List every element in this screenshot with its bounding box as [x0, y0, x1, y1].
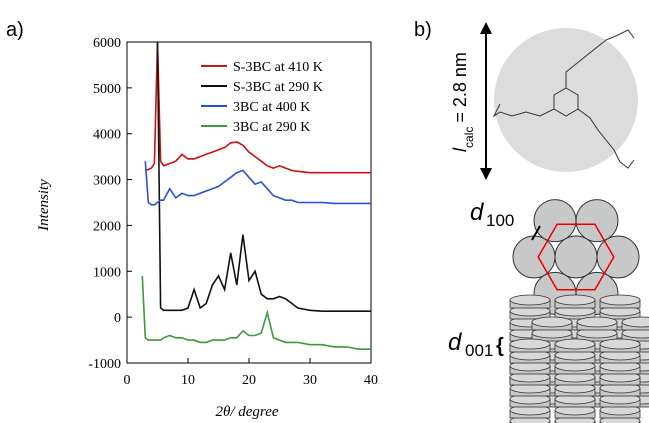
- column-stack: [509, 294, 649, 423]
- y-tick-label: 2000: [93, 219, 121, 234]
- y-tick-label: 4000: [93, 128, 121, 143]
- y-tick-label: 6000: [93, 36, 121, 51]
- d100-symbol: d: [470, 199, 484, 226]
- disc-top: [509, 294, 551, 306]
- y-axis-label: Intensity: [36, 179, 52, 232]
- arrow-head: [480, 22, 492, 34]
- length-symbol: l: [450, 147, 470, 152]
- x-tick-label: 10: [181, 373, 195, 388]
- series-line: [145, 42, 371, 174]
- column-disc: [596, 235, 640, 279]
- legend-label: 3BC at 290 K: [233, 120, 310, 135]
- d001-symbol: d: [448, 329, 462, 356]
- x-tick-label: 40: [364, 373, 378, 388]
- column-disc: [575, 199, 619, 243]
- length-label: lcalc = 2.8 nm: [450, 52, 476, 152]
- series-line: [141, 275, 371, 350]
- legend-label: S-3BC at 410 K: [233, 60, 323, 75]
- y-tick-label: 0: [114, 311, 121, 326]
- series-line: [144, 161, 371, 206]
- plot-area: [141, 42, 371, 350]
- length-value: = 2.8 nm: [450, 52, 470, 123]
- column-disc: [512, 235, 556, 279]
- disc-top: [599, 294, 641, 306]
- y-tick-label: -1000: [88, 357, 121, 372]
- column-disc: [554, 235, 598, 279]
- d100-marker: [531, 225, 541, 241]
- disc-top: [509, 338, 551, 350]
- disc-top: [554, 294, 596, 306]
- panel-label: a): [6, 19, 24, 41]
- panel-label: b): [414, 19, 432, 41]
- disc-top: [554, 338, 596, 350]
- unit-hexagon: [537, 223, 615, 291]
- y-tick-label: 3000: [93, 174, 121, 189]
- x-tick-label: 20: [242, 373, 256, 388]
- disc-top: [599, 338, 641, 350]
- arrow-head: [480, 168, 492, 180]
- x-tick-label: 0: [124, 373, 131, 388]
- molecule-backdrop: [494, 28, 638, 172]
- x-tick-label: 30: [303, 373, 317, 388]
- disc-top: [531, 316, 573, 328]
- legend-label: S-3BC at 290 K: [233, 80, 323, 95]
- series-line: [156, 42, 371, 312]
- y-tick-label: 5000: [93, 82, 121, 97]
- d001-brace: {: [496, 335, 504, 357]
- molecule: [492, 29, 635, 169]
- y-tick-label: 1000: [93, 265, 121, 280]
- column-disc: [533, 199, 577, 243]
- disc-top: [576, 316, 618, 328]
- legend-label: 3BC at 400 K: [233, 100, 310, 115]
- d001-index: 001: [465, 341, 493, 360]
- x-axis-label: 2θ/ degree: [215, 404, 278, 420]
- disc-top: [621, 316, 649, 328]
- d100-index: 100: [486, 211, 514, 230]
- length-subscript: calc: [462, 127, 476, 148]
